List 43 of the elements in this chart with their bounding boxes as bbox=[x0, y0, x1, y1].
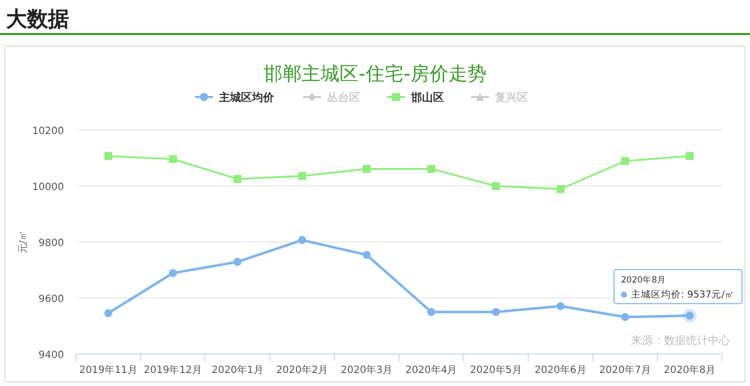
legend-label: 主城区均价 bbox=[218, 91, 275, 104]
point bbox=[621, 313, 630, 322]
y-tick-label: 9600 bbox=[38, 294, 64, 305]
point bbox=[362, 250, 371, 259]
annotation: 主城区均价: 9537元/㎡ bbox=[631, 288, 735, 301]
x-tick-label: 2020年5月 bbox=[470, 364, 522, 376]
point bbox=[168, 155, 177, 164]
point bbox=[686, 152, 694, 160]
y-tick-label: 9800 bbox=[38, 238, 64, 249]
y-tick-label: 9400 bbox=[38, 350, 64, 361]
x-tick-label: 2020年2月 bbox=[276, 364, 328, 376]
x-tick-label: 2020年8月 bbox=[664, 364, 716, 376]
annotation: 2020年8月 bbox=[621, 274, 666, 286]
point bbox=[298, 172, 306, 180]
point bbox=[492, 308, 500, 316]
x-tick-label: 2019年12月 bbox=[144, 364, 202, 376]
point bbox=[492, 182, 500, 190]
x-tick-label: 2020年3月 bbox=[340, 364, 393, 376]
x-tick-label: 2020年7月 bbox=[599, 364, 652, 376]
point bbox=[104, 309, 112, 318]
x-tick-label: 2020年4月 bbox=[405, 364, 458, 376]
point bbox=[234, 258, 242, 266]
point bbox=[298, 236, 306, 244]
point bbox=[427, 308, 436, 316]
chart-title: 邯郸主城区-住宅-房价走势 bbox=[264, 63, 486, 85]
point bbox=[556, 185, 564, 194]
tooltip: 2020年8月 主城区均价: 9537元/㎡ bbox=[614, 269, 742, 323]
x-tick-label: 2019年11月 bbox=[79, 364, 138, 376]
y-tick-label: 10000 bbox=[32, 182, 64, 193]
text: 大数据 bbox=[6, 7, 69, 31]
y-tick-label: 10200 bbox=[32, 126, 64, 137]
point bbox=[234, 175, 242, 183]
point bbox=[104, 152, 112, 160]
point bbox=[362, 164, 371, 173]
annotation: 来源：数据统计中心 bbox=[631, 334, 730, 347]
point bbox=[427, 164, 436, 173]
point bbox=[621, 157, 630, 166]
x-tick-label: 2020年6月 bbox=[534, 364, 586, 376]
legend-label: 邯山区 bbox=[410, 91, 444, 104]
x-tick-label: 2020年1月 bbox=[212, 364, 264, 376]
y-axis-title: 元/㎡ bbox=[18, 230, 29, 254]
point bbox=[556, 302, 564, 310]
point bbox=[168, 269, 177, 278]
